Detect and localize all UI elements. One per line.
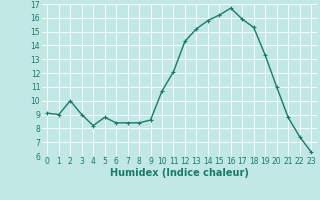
X-axis label: Humidex (Indice chaleur): Humidex (Indice chaleur): [110, 168, 249, 178]
